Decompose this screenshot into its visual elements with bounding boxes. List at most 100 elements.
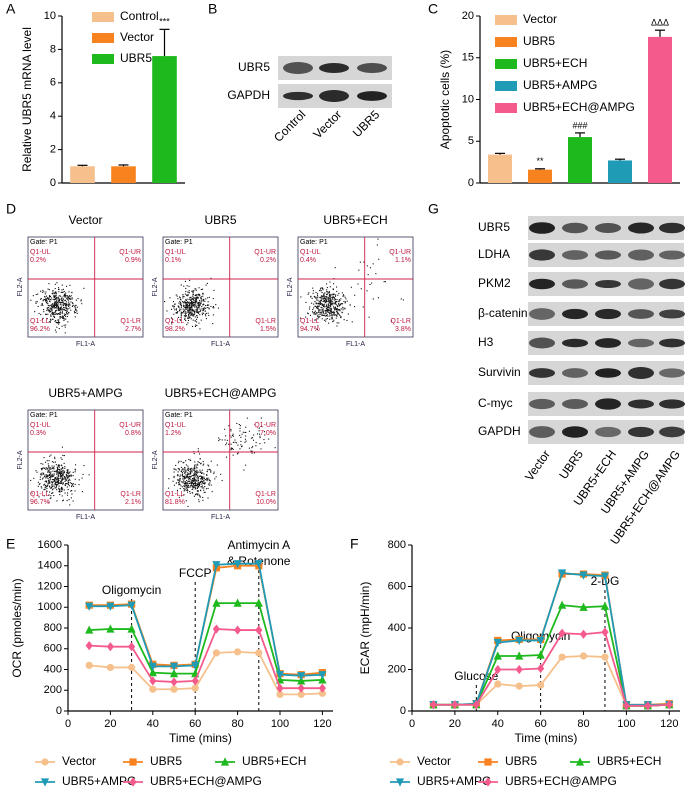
blot-band [283,62,313,74]
cytometry-event [187,474,189,476]
marker [644,701,652,711]
cytometry-event [323,293,325,295]
cytometry-event [63,306,65,308]
cytometry-event [66,295,68,297]
cytometry-event [325,305,327,307]
cytometry-event [49,481,51,483]
cytometry-event [185,290,187,292]
cytometry-event [54,283,56,285]
cytometry-event [50,311,52,313]
panel-label: D [6,201,16,217]
cytometry-event [326,296,328,298]
cytometry-event [193,481,195,483]
cytometry-event [45,299,47,301]
cytometry-event [259,433,261,435]
cytometry-event [67,308,69,310]
cytometry-event [50,305,52,307]
cytometry-event [328,300,330,302]
cytometry-event [44,299,46,301]
marker [85,602,94,611]
cytometry-event [335,317,337,319]
cytometry-event [316,299,318,301]
cytometry-event [40,314,42,316]
cytometry-event [61,308,63,310]
cytometry-event [207,297,209,299]
cytometry-event [67,469,69,471]
cytometry-event [175,308,177,310]
cytometry-event [37,293,39,295]
cytometry-event [56,307,58,309]
cytometry-event [58,479,60,481]
cytometry-event [63,470,65,472]
cytometry-event [188,468,190,470]
cytometry-event [179,296,181,298]
cytometry-event [191,314,193,316]
blot-band [319,90,349,102]
cytometry-event [176,312,178,314]
legend-swatch [495,103,517,113]
cytometry-event [197,490,199,492]
cytometry-event [60,464,62,466]
cytometry-event [52,304,54,306]
cytometry-event [57,468,59,470]
cytometry-event [172,301,174,303]
cytometry-event [327,315,329,317]
cytometry-event [198,311,200,313]
cytometry-event [205,312,207,314]
cytometry-event [198,302,200,304]
cytometry-event [354,294,356,296]
cytometry-event [235,442,237,444]
cytometry-event [192,488,194,490]
cytometry-event [333,319,335,321]
cytometry-event [72,302,74,304]
cytometry-event [201,478,203,480]
cytometry-event [50,454,52,456]
cytometry-event [194,325,196,327]
cytometry-event [49,309,51,311]
blot-band [529,308,555,320]
cytometry-event [324,297,326,299]
cytometry-event [320,306,322,308]
cytometry-event [60,468,62,470]
cytometry-event [49,310,51,312]
blot-band [357,62,387,74]
cytometry-event [179,480,181,482]
cytometry-event [339,315,341,317]
cytometry-event [201,308,203,310]
cytometry-event [202,295,204,297]
cytometry-event [180,302,182,304]
cytometry-event [58,485,60,487]
cytometry-event [56,480,58,482]
y-tick-label: 0 [400,705,406,717]
cytometry-event [200,480,202,482]
cytometry-event [81,477,83,479]
cytometry-event [61,299,63,301]
cytometry-event [264,442,266,444]
cytometry-event [181,305,183,307]
cytometry-event [58,465,60,467]
cytometry-event [58,487,60,489]
cytometry-event [196,311,198,313]
cytometry-event [338,309,340,311]
cytometry-event [196,308,198,310]
flow-x-label: FL1-A [346,341,365,348]
cytometry-event [75,304,77,306]
blot-band [562,279,588,289]
cytometry-event [324,303,326,305]
cytometry-event [307,312,309,314]
cytometry-event [377,238,379,240]
cytometry-event [193,468,195,470]
cytometry-event [185,476,187,478]
cytometry-event [328,312,330,314]
cytometry-event [319,288,321,290]
cytometry-event [59,316,61,318]
cytometry-event [203,299,205,301]
cytometry-event [37,481,39,483]
cytometry-event [194,472,196,474]
cytometry-event [62,302,64,304]
cytometry-event [255,445,257,447]
cytometry-event [192,305,194,307]
cytometry-event [206,477,208,479]
cytometry-event [244,431,246,433]
legend-label: Vector [120,30,154,44]
